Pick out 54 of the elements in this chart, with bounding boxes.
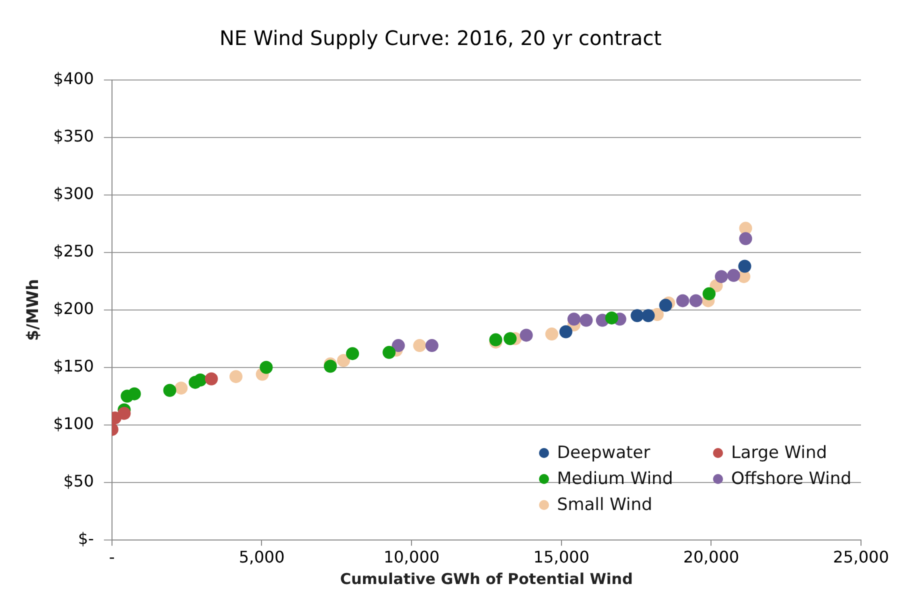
point — [689, 294, 702, 308]
point — [567, 312, 580, 326]
point — [545, 328, 558, 341]
point — [163, 384, 176, 397]
point — [738, 260, 752, 273]
y-tick-label: $250 — [53, 242, 94, 261]
point — [425, 339, 438, 352]
point — [605, 311, 618, 324]
x-tick-label: 10,000 — [384, 548, 440, 567]
x-axis-title: Cumulative GWh of Potential Wind — [340, 570, 633, 588]
point — [520, 328, 533, 342]
point — [413, 339, 426, 352]
x-tick-label: - — [109, 548, 115, 567]
point — [128, 387, 141, 400]
point — [174, 382, 188, 395]
y-tick-label: $- — [78, 528, 94, 548]
point — [739, 232, 752, 246]
point — [676, 294, 690, 308]
point — [504, 332, 517, 346]
point — [642, 309, 655, 322]
y-tick-label: $100 — [53, 414, 94, 434]
point — [382, 346, 396, 359]
point — [727, 268, 740, 282]
y-axis-title: $/MWh — [22, 278, 42, 341]
x-tick-label: 15,000 — [533, 548, 590, 567]
point — [229, 370, 242, 384]
y-tick-label: $200 — [53, 299, 94, 318]
point — [346, 347, 360, 360]
point — [324, 360, 337, 373]
legend-label: Medium Wind — [557, 468, 674, 489]
y-tick-label: $50 — [63, 471, 94, 490]
legend-label: Large Wind — [731, 442, 828, 463]
x-tick-label: 20,000 — [683, 548, 740, 567]
point — [659, 298, 672, 312]
point — [392, 339, 405, 352]
y-tick-label: $150 — [53, 356, 94, 376]
x-tick-label: 5,000 — [238, 548, 285, 567]
point — [337, 354, 350, 367]
y-tick-label: $350 — [53, 126, 94, 146]
chart-title: NE Wind Supply Curve: 2016, 20 yr contract — [219, 26, 662, 50]
legend-label: Offshore Wind — [731, 468, 852, 489]
point — [194, 374, 207, 387]
legend-label: Deepwater — [557, 442, 650, 463]
point — [580, 314, 593, 327]
point — [702, 287, 716, 300]
point — [260, 360, 273, 374]
legend-label: Small Wind — [557, 494, 652, 515]
point — [630, 309, 644, 322]
point — [559, 325, 572, 338]
y-tick-label: $400 — [53, 69, 94, 88]
x-tick-label: 25,000 — [833, 548, 889, 567]
y-tick-label: $300 — [53, 184, 94, 204]
point — [714, 270, 728, 284]
point — [489, 333, 502, 346]
